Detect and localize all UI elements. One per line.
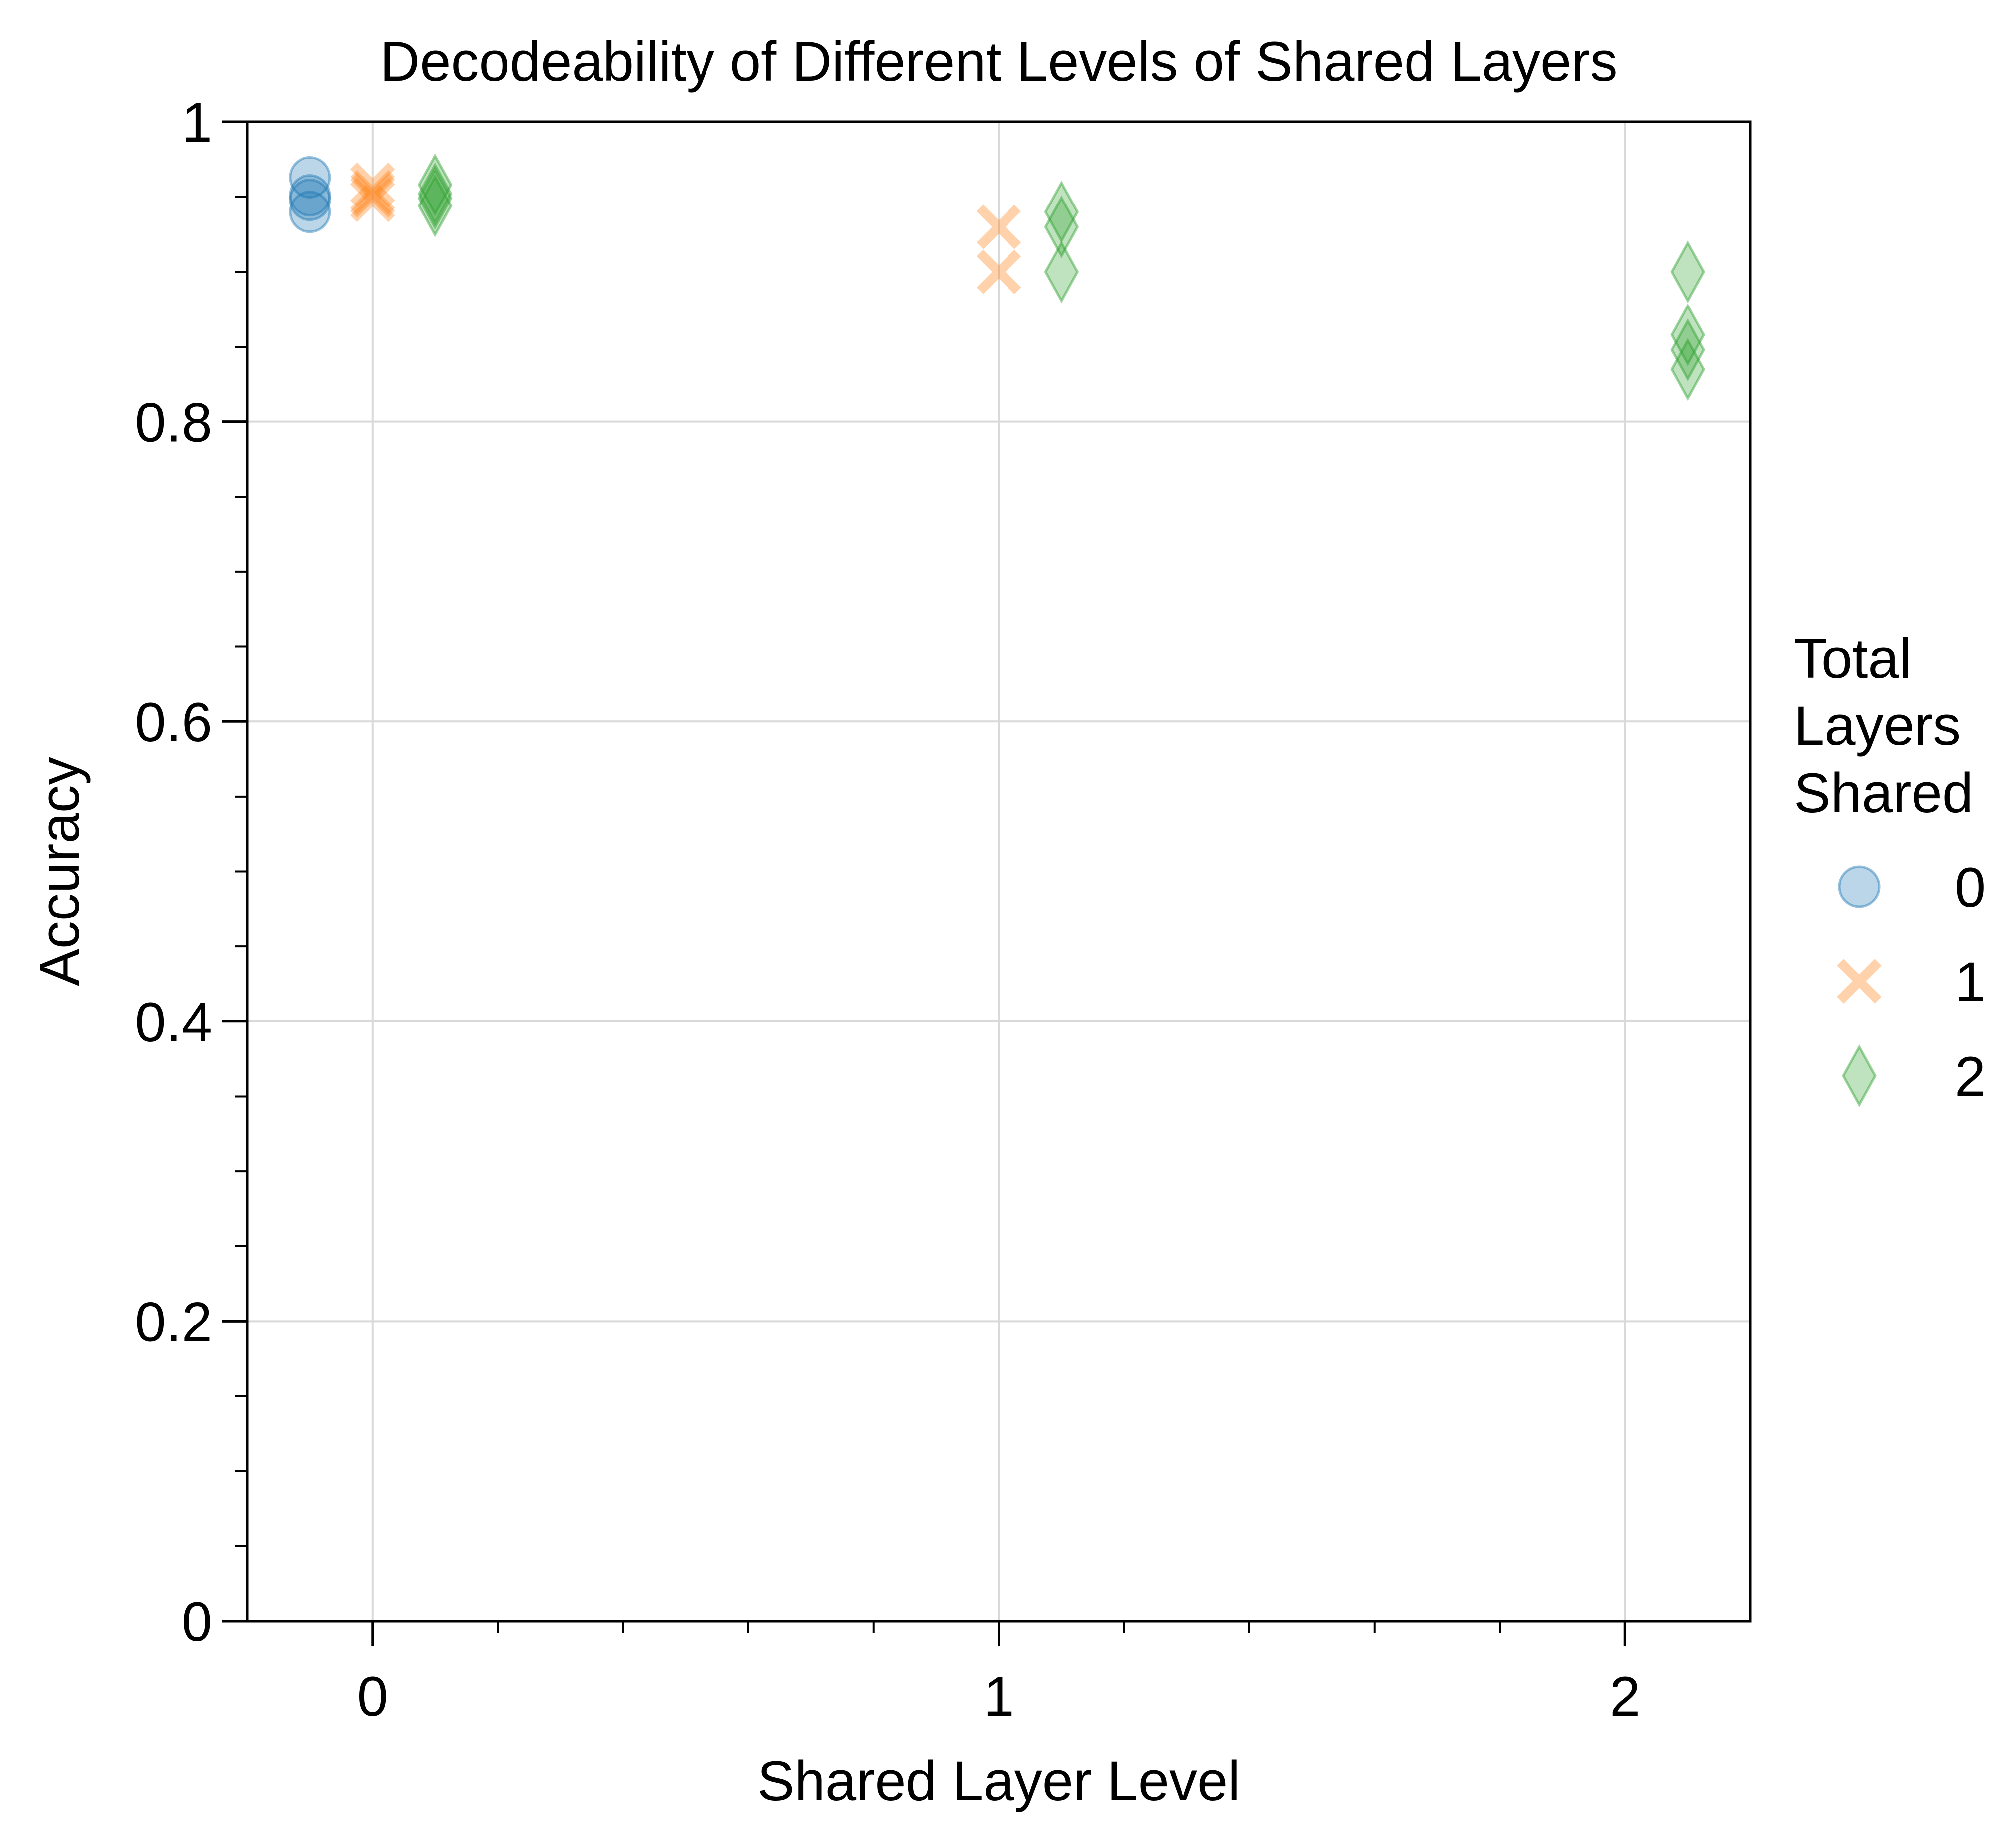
- legend-marker-2: [1842, 1044, 1877, 1108]
- data-point-series-2: [417, 162, 453, 225]
- legend-marker-0: [1838, 865, 1881, 908]
- legend-title-line-1: Total: [1794, 627, 1912, 690]
- y-tick-label: 0: [182, 1591, 212, 1653]
- data-point-series-1: [976, 249, 1021, 295]
- legend-title-line-2: Layers: [1794, 695, 1961, 757]
- data-point-series-2: [1670, 303, 1705, 367]
- x-tick-label: 1: [983, 1665, 1014, 1728]
- y-tick-label: 0.4: [135, 991, 212, 1053]
- y-tick-label: 0.8: [135, 392, 212, 454]
- data-point-series-2: [1044, 195, 1079, 259]
- data-point-series-2: [417, 153, 453, 216]
- data-point-series-2: [1670, 240, 1705, 304]
- data-point-series-0: [289, 191, 331, 233]
- axis-ticks: 0 0.2 0.4 0.6 0.8 1 0 1 2: [135, 92, 1640, 1728]
- x-tick-label: 2: [1610, 1665, 1640, 1728]
- data-point-series-1: [976, 204, 1021, 249]
- legend-label-2: 2: [1955, 1045, 1986, 1108]
- legend-label-1: 1: [1955, 951, 1986, 1013]
- data-point-series-2: [417, 174, 453, 237]
- data-point-series-0: [289, 174, 331, 217]
- legend-label-0: 0: [1955, 856, 1986, 918]
- y-tick-label: 0.2: [135, 1291, 212, 1353]
- data-point-series-0: [289, 179, 331, 221]
- data-point-series-2: [1044, 240, 1079, 304]
- legend-marker-1: [1837, 959, 1882, 1004]
- data-point-series-1: [350, 177, 395, 222]
- x-axis-label: Shared Layer Level: [757, 1750, 1240, 1812]
- y-tick-label: 1: [182, 92, 212, 154]
- data-point-series-2: [1044, 180, 1079, 243]
- legend-title-line-3: Shared: [1794, 762, 1973, 824]
- data-point-series-1: [350, 162, 395, 207]
- data-point-series-1: [350, 170, 395, 215]
- data-point-series-2: [1670, 318, 1705, 382]
- data-point-series-2: [417, 167, 453, 230]
- data-point-series-0: [289, 156, 331, 199]
- data-points: [289, 153, 1705, 401]
- grid-lines: [247, 122, 1750, 1621]
- legend: Total Layers Shared 0 1 2: [1794, 627, 1986, 1108]
- data-point-series-2: [1670, 337, 1705, 401]
- x-tick-label: 0: [357, 1665, 388, 1728]
- y-tick-label: 0.6: [135, 691, 212, 753]
- chart-title: Decodeability of Different Levels of Sha…: [380, 30, 1617, 93]
- data-point-series-1: [350, 173, 395, 218]
- y-axis-label: Accuracy: [28, 757, 91, 986]
- legend-entries: 0 1 2: [1837, 856, 1986, 1108]
